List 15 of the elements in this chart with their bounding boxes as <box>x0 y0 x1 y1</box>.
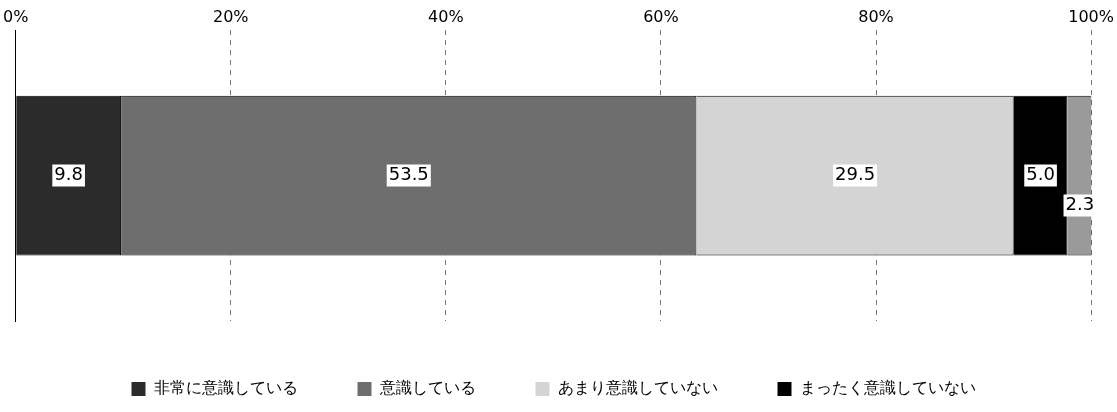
data-label: 5.0 <box>1026 163 1055 185</box>
legend-label: あまり意識していない <box>557 378 718 398</box>
x-tick-label: 40% <box>428 6 464 26</box>
data-label: 29.5 <box>835 163 876 185</box>
data-label: 2.3 <box>1065 193 1095 215</box>
data-label: 53.5 <box>388 163 429 185</box>
legend-label: 非常に意識している <box>153 378 298 398</box>
data-label: 9.8 <box>54 163 83 185</box>
legend-label: 意識している <box>378 378 476 398</box>
x-tick-label: 60% <box>643 6 679 26</box>
x-tick-label: 20% <box>213 6 249 26</box>
x-tick-label: 0% <box>3 6 29 26</box>
legend-label: まったく意識していない <box>799 378 976 398</box>
x-tick-label: 80% <box>858 6 894 26</box>
x-tick-label: 100% <box>1068 6 1114 26</box>
